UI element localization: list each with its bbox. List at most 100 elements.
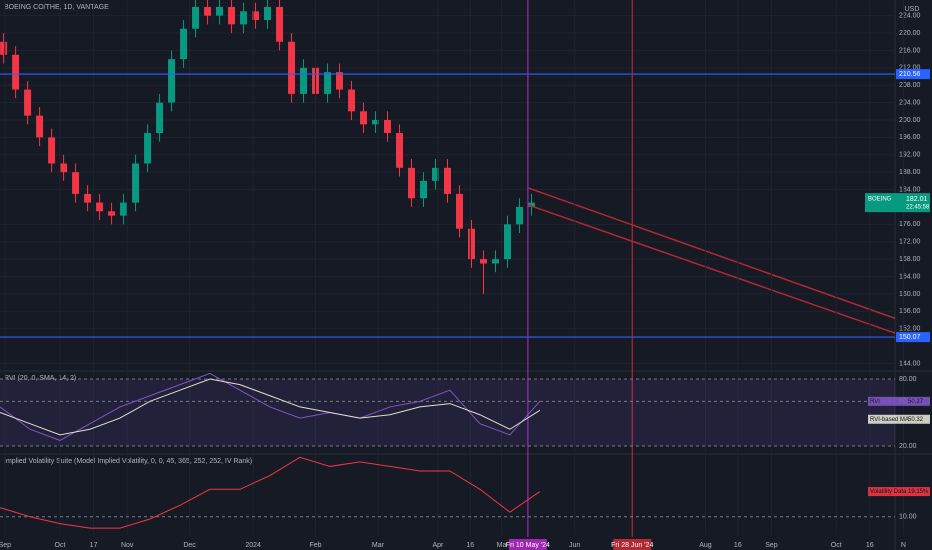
y-tick-label: 164.00	[899, 273, 921, 280]
y-tick-label: 172.00	[899, 239, 921, 246]
indicator-name: RVI	[870, 399, 880, 405]
y-tick-label: 188.00	[899, 169, 921, 176]
candle-body	[48, 137, 56, 164]
x-tick-label: Feb	[309, 542, 321, 549]
candle-body	[0, 41, 8, 55]
y-tick-label: 208.00	[899, 82, 921, 89]
x-tick-label: 16	[866, 542, 874, 549]
price-tag	[896, 69, 930, 80]
trend-line	[527, 187, 895, 320]
candle-body	[168, 59, 176, 103]
main-pane	[0, 0, 895, 364]
price-tag-label: 210.56	[899, 71, 921, 78]
x-tick-label: 2024	[245, 542, 261, 549]
x-tick-label: Mar	[372, 542, 385, 549]
candle-body	[467, 228, 475, 260]
candle-body	[192, 6, 200, 29]
last-price-tag	[865, 193, 930, 213]
indicator-tag	[868, 414, 930, 424]
date-tag	[508, 539, 547, 550]
indicator-line	[0, 378, 541, 436]
x-tick-label: Oct	[831, 542, 842, 549]
candle-body	[252, 11, 260, 20]
candle-body	[408, 167, 416, 199]
candle-body	[479, 259, 487, 264]
candle-body	[432, 167, 440, 181]
y-tick-label: 216.00	[899, 47, 921, 54]
candle-body	[204, 6, 212, 16]
indicator-value: 50.27	[908, 399, 924, 405]
candle-body	[360, 111, 368, 125]
indicator-name: RVI-based MA	[870, 417, 909, 423]
rvi-band	[0, 379, 895, 446]
y-tick-label: 176.00	[899, 221, 921, 228]
iv-title: Implied Volatility Suite (Model Implied …	[4, 458, 252, 465]
indicator-tag	[868, 396, 930, 406]
indicator-line	[0, 456, 541, 529]
y-tick-label: 152.00	[899, 326, 921, 333]
y-tick-label: 192.00	[899, 152, 921, 159]
date-tag	[613, 539, 652, 550]
candle-body	[396, 133, 404, 168]
indicator-value: 19.15%	[908, 489, 929, 495]
x-tick-label: Sep	[765, 542, 778, 549]
x-tick-label: 16	[466, 542, 474, 549]
y-tick-label: 204.00	[899, 99, 921, 106]
candle-body	[60, 163, 68, 173]
candle-body	[348, 89, 356, 112]
y-tick-label: 220.00	[899, 30, 921, 37]
y-tick-label: 184.00	[899, 186, 921, 193]
date-tag-label: Fri 28 Jun '24	[611, 542, 653, 549]
y-tick-label: 156.00	[899, 308, 921, 315]
x-tick-label: Apr	[432, 542, 444, 549]
candle-body	[336, 72, 344, 90]
candle-body	[180, 28, 188, 60]
candle-body	[455, 193, 463, 229]
symbol-title: BOEING CO/THE, 1D, VANTAGE	[4, 4, 109, 11]
candle-body	[288, 41, 296, 94]
pane-tick-label: 20.00	[899, 443, 917, 450]
y-tick-label: 200.00	[899, 117, 921, 124]
y-tick-label: 212.00	[899, 65, 921, 72]
y-tick-label: 144.00	[899, 360, 921, 367]
y-tick-label: 196.00	[899, 134, 921, 141]
countdown: 22:45:58	[906, 205, 930, 211]
candle-body	[24, 89, 32, 116]
candle-body	[372, 120, 380, 125]
last-price-name: BOEING	[868, 197, 892, 203]
price-tag	[896, 332, 930, 343]
last-price-label: 182.01	[906, 196, 928, 203]
indicator-line	[0, 372, 541, 441]
x-tick-label: Oct	[55, 542, 66, 549]
candle-body	[132, 163, 140, 203]
candle-body	[300, 67, 308, 94]
indicator-value: 50.32	[908, 417, 924, 423]
candle-body	[72, 172, 80, 194]
x-tick-label: N	[901, 542, 906, 549]
pane-tick-label: 80.00	[899, 376, 917, 383]
candle-body	[384, 120, 392, 134]
candle-body	[36, 115, 44, 138]
candle-body	[491, 259, 499, 264]
indicator-name: Volatility Data	[870, 489, 907, 495]
date-tag-label: Fri 10 May '24	[506, 542, 550, 549]
trend-line	[527, 204, 895, 334]
iv-pane	[0, 456, 895, 529]
candle-body	[216, 6, 224, 16]
candle-body	[108, 211, 116, 216]
candle-body	[444, 167, 451, 194]
rvi-title: RVI (20, 0, SMA, 14, 2)	[4, 375, 76, 382]
candle-body	[228, 6, 236, 25]
candle-body	[324, 72, 332, 94]
candle-body	[240, 11, 248, 25]
candle-body	[120, 202, 128, 216]
candle-body	[515, 206, 523, 225]
candle-body	[276, 6, 284, 42]
candle-body	[96, 202, 104, 212]
x-tick-label: Aug	[699, 542, 712, 549]
candle-body	[84, 193, 92, 203]
y-tick-label: 160.00	[899, 291, 921, 298]
